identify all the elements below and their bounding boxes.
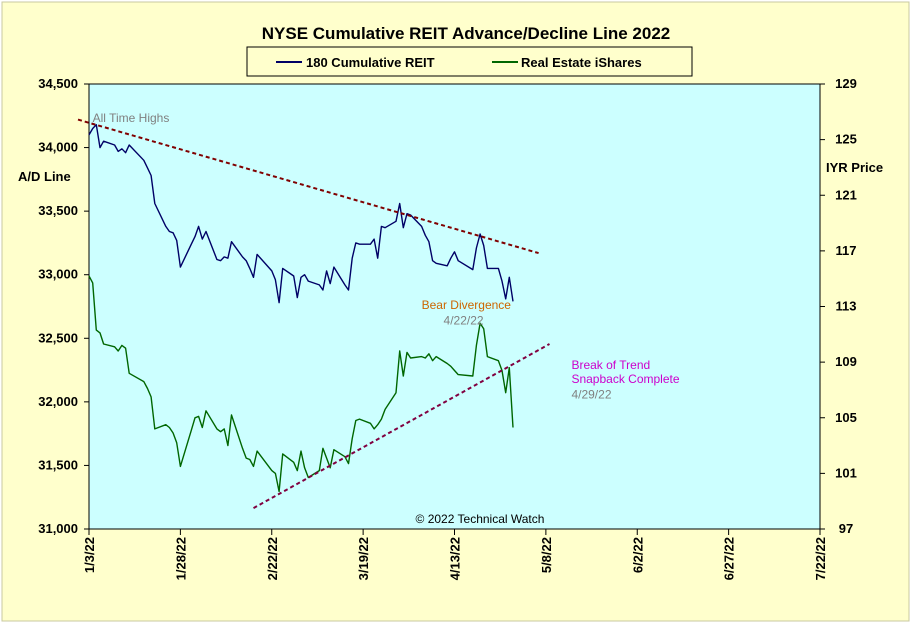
- x-tick-label: 7/22/22: [813, 537, 828, 580]
- x-tick-label: 4/13/22: [448, 537, 463, 580]
- annotation-bear-divergence-date: 4/22/22: [444, 313, 484, 327]
- x-axis-ticks: 1/3/22 1/28/22 2/22/22 3/19/22 4/13/22 5/8/22…: [82, 529, 828, 580]
- x-tick-label: 3/19/22: [356, 537, 371, 580]
- right-tick-label: 105: [835, 410, 857, 425]
- x-tick-label: 6/2/22: [630, 537, 645, 573]
- support-trendline: [253, 343, 550, 509]
- ad-line-series: [88, 123, 514, 304]
- resistance-trendline: [77, 118, 539, 255]
- x-tick-label: 1/28/22: [173, 537, 188, 580]
- left-tick-label: 34,500: [38, 76, 78, 91]
- right-tick-label: 113: [836, 299, 857, 314]
- right-tick-label: 97: [839, 521, 853, 536]
- left-axis-ticks: 31,000 31,500 32,000 32,500 33,000 33,500 34,0…: [38, 76, 89, 536]
- annotation-break-of-trend: Break of Trend: [571, 358, 650, 372]
- legend-label-ad-line: 180 Cumulative REIT: [306, 55, 435, 70]
- right-tick-label: 121: [835, 187, 857, 202]
- left-tick-label: 33,000: [38, 267, 78, 282]
- left-tick-label: 31,000: [38, 521, 78, 536]
- annotation-bear-divergence: Bear Divergence: [422, 298, 512, 312]
- x-tick-label: 2/22/22: [265, 537, 280, 580]
- left-tick-label: 31,500: [38, 457, 78, 472]
- legend: 180 Cumulative REIT Real Estate iShares: [246, 46, 693, 77]
- chart-title: NYSE Cumulative REIT Advance/Decline Lin…: [262, 24, 670, 43]
- left-tick-label: 33,500: [38, 203, 78, 218]
- right-axis-ticks: 97 101 105 109 113 117 121 125 129: [820, 76, 857, 536]
- right-tick-label: 125: [835, 132, 857, 147]
- left-tick-label: 32,000: [38, 394, 78, 409]
- iyr-price-series: [88, 275, 514, 493]
- legend-label-iyr: Real Estate iShares: [521, 55, 642, 70]
- left-tick-label: 32,500: [38, 330, 78, 345]
- right-tick-label: 101: [835, 465, 857, 480]
- annotation-all-time-highs: All Time Highs: [93, 111, 170, 125]
- x-tick-label: 1/3/22: [82, 537, 97, 573]
- left-tick-label: 34,000: [38, 140, 78, 155]
- annotation-snapback-date: 4/29/22: [571, 387, 611, 401]
- right-tick-label: 129: [835, 76, 857, 91]
- annotation-snapback-complete: Snapback Complete: [571, 372, 679, 386]
- legend-box: [246, 46, 693, 77]
- x-tick-label: 5/8/22: [539, 537, 554, 573]
- right-axis-label: IYR Price: [826, 160, 883, 175]
- plot-area: [88, 83, 821, 530]
- copyright-text: © 2022 Technical Watch: [416, 512, 545, 526]
- right-tick-label: 109: [835, 354, 857, 369]
- x-tick-label: 6/27/22: [722, 537, 737, 580]
- right-tick-label: 117: [836, 243, 857, 258]
- plot-series: [77, 118, 550, 509]
- left-axis-label: A/D Line: [18, 169, 71, 184]
